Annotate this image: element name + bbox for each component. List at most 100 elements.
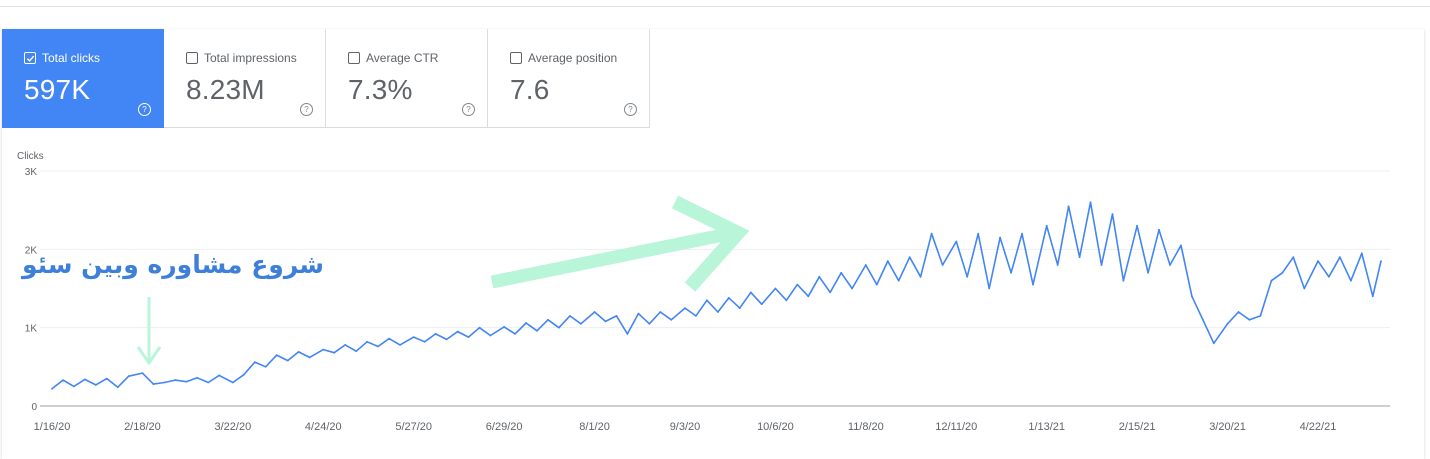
data-point: [626, 333, 629, 335]
metric-label: Average CTR: [366, 51, 439, 65]
data-point: [253, 361, 256, 363]
data-point: [955, 240, 958, 243]
data-point: [760, 303, 763, 306]
data-point: [333, 351, 336, 354]
data-point: [152, 383, 155, 385]
checkbox-icon[interactable]: [348, 52, 360, 64]
x-tick-label: 12/11/20: [935, 421, 977, 433]
data-point: [558, 326, 560, 329]
metric-value: 7.3%: [348, 74, 413, 105]
metric-card-total-impressions[interactable]: Total impressions 8.23M ?: [164, 29, 326, 128]
data-point: [1089, 201, 1092, 204]
help-icon[interactable]: ?: [624, 103, 637, 116]
data-point: [785, 299, 788, 302]
data-point: [242, 373, 245, 376]
data-point: [659, 311, 662, 313]
data-point: [818, 275, 821, 278]
data-point: [615, 315, 618, 317]
data-point: [941, 264, 944, 266]
metric-card-average-position[interactable]: Average position 7.6 ?: [488, 29, 650, 128]
data-point: [1371, 295, 1374, 298]
data-point: [286, 359, 289, 362]
checkbox-icon[interactable]: [510, 52, 522, 64]
data-point: [116, 386, 119, 389]
data-point: [1303, 287, 1306, 290]
data-point: [434, 333, 437, 335]
data-point: [547, 318, 549, 321]
data-point: [297, 351, 300, 353]
data-point: [1100, 264, 1103, 266]
data-point: [456, 330, 459, 333]
x-tick-label: 3/20/21: [1209, 421, 1246, 433]
data-point: [163, 381, 166, 384]
data-point: [897, 279, 900, 282]
data-point: [1226, 322, 1229, 325]
data-point: [1021, 232, 1023, 235]
checkbox-checked-icon[interactable]: [24, 52, 36, 64]
data-point: [717, 311, 719, 313]
data-point: [569, 315, 571, 317]
data-point: [999, 236, 1001, 239]
data-point: [536, 329, 538, 332]
x-tick-label: 10/6/20: [757, 421, 794, 433]
data-point: [423, 340, 426, 343]
data-point: [196, 376, 199, 379]
data-point: [127, 375, 130, 378]
data-point: [174, 379, 177, 381]
metric-label: Total impressions: [204, 51, 297, 65]
top-divider: [0, 6, 1430, 7]
data-point: [580, 322, 582, 325]
data-point: [94, 384, 97, 386]
x-tick-labels: 1/16/20 2/18/20 3/22/20 4/24/20 5/27/20 6/29/…: [34, 421, 1337, 433]
metric-card-average-ctr[interactable]: Average CTR 7.3% ?: [326, 29, 488, 128]
metric-value: 597K: [24, 74, 91, 105]
data-point: [185, 380, 188, 383]
data-point: [637, 312, 640, 315]
data-point: [264, 365, 267, 368]
performance-panel: Total clicks 597K ? Total impressions 8.…: [2, 29, 1424, 459]
data-point: [399, 344, 401, 346]
data-point: [1111, 213, 1114, 216]
data-point: [218, 374, 221, 377]
data-point: [73, 385, 75, 388]
help-icon[interactable]: ?: [462, 103, 475, 116]
checkbox-icon[interactable]: [186, 52, 198, 64]
x-tick-label: 9/3/20: [670, 421, 701, 433]
data-point: [308, 356, 311, 359]
x-tick-label: 6/29/20: [486, 421, 523, 433]
data-point: [851, 287, 853, 290]
data-point: [1339, 256, 1341, 259]
data-points: [51, 201, 1382, 390]
data-point: [1270, 279, 1273, 282]
metric-value: 7.6: [510, 74, 550, 105]
metric-card-total-clicks[interactable]: Total clicks 597K ?: [2, 29, 164, 128]
help-icon[interactable]: ?: [138, 103, 151, 116]
data-point: [62, 379, 64, 381]
data-point: [930, 232, 933, 235]
data-point: [1147, 271, 1149, 274]
data-point: [412, 336, 415, 338]
data-point: [275, 354, 278, 356]
data-point: [796, 283, 799, 286]
x-tick-label: 5/27/20: [395, 421, 432, 433]
data-point: [84, 378, 86, 381]
data-point: [105, 377, 108, 380]
data-point: [1191, 295, 1193, 298]
data-point: [1078, 256, 1081, 259]
data-point: [1056, 264, 1059, 266]
y-axis-label: Clicks: [17, 151, 44, 162]
data-point: [1045, 224, 1048, 227]
help-icon[interactable]: ?: [300, 103, 313, 116]
data-point: [1180, 244, 1182, 247]
data-point: [141, 372, 144, 374]
data-point: [807, 295, 810, 298]
data-point: [908, 256, 911, 259]
data-point: [829, 291, 832, 294]
data-point: [840, 271, 843, 274]
data-point: [514, 333, 516, 335]
data-point: [1158, 228, 1160, 231]
data-point: [977, 232, 980, 235]
data-point: [388, 337, 390, 340]
annotation-text: شروع مشاوره وبین سئو: [22, 250, 324, 279]
trend-arrow-icon: [490, 195, 750, 292]
